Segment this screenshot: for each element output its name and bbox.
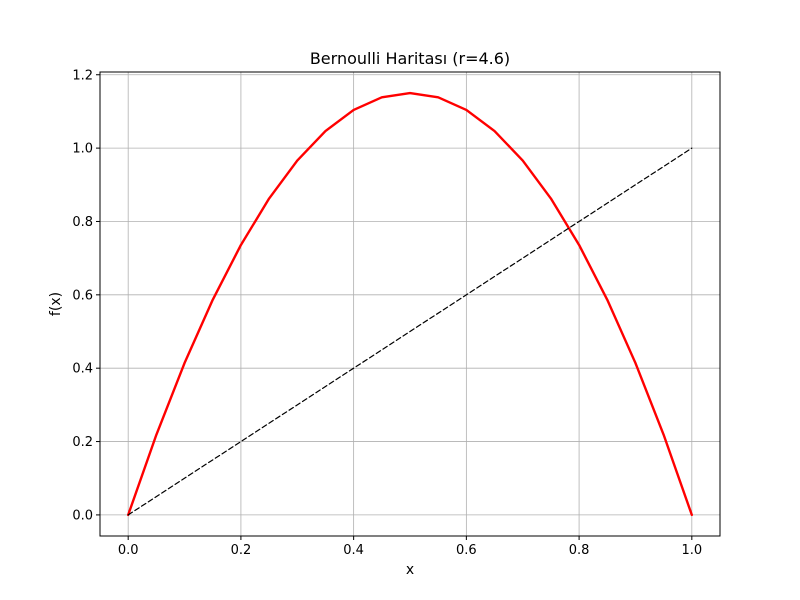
x-tick-label-1: 0.2 — [231, 543, 252, 558]
plot-area — [100, 72, 720, 536]
x-tick-label-3: 0.6 — [456, 543, 477, 558]
y-tick-label-6: 1.2 — [72, 68, 93, 83]
y-tick-label-1: 0.2 — [72, 435, 93, 450]
y-tick-label-4: 0.8 — [72, 215, 93, 230]
ticks: 0.0 0.2 0.4 0.6 0.8 1.0 0.0 0.2 0.4 0.6 0.8 1.0 1.2 — [72, 68, 702, 558]
series-line-0 — [126, 91, 694, 517]
y-tick-label-5: 1.0 — [72, 142, 93, 157]
grid — [100, 72, 720, 536]
series-0 — [126, 91, 694, 517]
x-axis-label: x — [406, 562, 414, 578]
y-tick-label-3: 0.6 — [72, 288, 93, 303]
chart-title: Bernoulli Haritası (r=4.6) — [310, 49, 510, 68]
x-tick-label-4: 0.8 — [569, 543, 590, 558]
y-axis-label: f(x) — [48, 292, 64, 316]
x-tick-label-2: 0.4 — [343, 543, 364, 558]
y-tick-label-2: 0.4 — [72, 362, 93, 377]
y-tick-label-0: 0.0 — [72, 508, 93, 523]
x-tick-label-0: 0.0 — [118, 543, 139, 558]
x-tick-label-5: 1.0 — [681, 543, 702, 558]
series-layer — [126, 91, 694, 517]
reference-line-1 — [127, 147, 693, 516]
series-1 — [127, 147, 693, 516]
plot-frame — [99, 71, 721, 537]
